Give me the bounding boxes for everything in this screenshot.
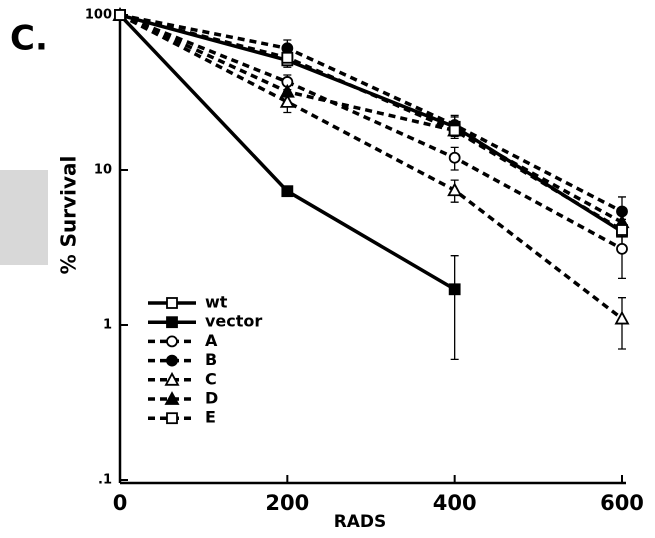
- legend-marker: [166, 412, 178, 425]
- y-axis-label: % Survival: [57, 156, 81, 275]
- data-point: [448, 283, 461, 296]
- data-point: [114, 9, 126, 21]
- series-line: [119, 13, 623, 251]
- y-tick-label: .1: [98, 473, 112, 488]
- x-tick-label: 600: [600, 491, 644, 515]
- error-bar: [450, 255, 459, 361]
- series-line: [119, 13, 623, 234]
- legend-marker: [166, 297, 178, 309]
- legend-label: vector: [205, 312, 262, 331]
- series-line: [119, 13, 623, 214]
- data-point: [616, 242, 628, 255]
- x-axis-label: RADS: [334, 512, 387, 532]
- data-point: [448, 151, 461, 164]
- x-tick-label: 0: [113, 491, 128, 515]
- legend-label: E: [205, 408, 216, 427]
- legend-marker: [164, 391, 180, 405]
- x-tick-label: 200: [265, 491, 309, 515]
- neighbor-panel-fragment: [0, 170, 48, 265]
- legend-label: A: [205, 331, 218, 350]
- data-point: [447, 182, 463, 197]
- series-line: [119, 13, 624, 320]
- y-tick-label: 100: [85, 8, 112, 23]
- legend-label: wt: [205, 293, 228, 312]
- data-point: [279, 83, 295, 98]
- legend-marker: [166, 316, 178, 329]
- legend-marker: [166, 354, 178, 367]
- data-point: [281, 185, 294, 198]
- y-tick-label: 1: [103, 318, 112, 333]
- data-point: [281, 42, 294, 55]
- series-line: [119, 13, 623, 232]
- legend-marker: [166, 335, 178, 348]
- legend-label: B: [205, 350, 217, 369]
- x-tick-label: 400: [433, 491, 477, 515]
- data-point: [614, 310, 630, 325]
- legend-label: C: [205, 369, 217, 388]
- legend-label: D: [205, 389, 218, 408]
- legend-marker: [164, 371, 180, 386]
- data-point: [448, 124, 461, 137]
- data-point: [281, 51, 294, 64]
- panel-label: C.: [10, 19, 48, 59]
- data-point: [616, 224, 628, 236]
- y-tick-label: 10: [94, 163, 112, 178]
- series-line: [119, 13, 623, 224]
- data-point: [279, 94, 295, 108]
